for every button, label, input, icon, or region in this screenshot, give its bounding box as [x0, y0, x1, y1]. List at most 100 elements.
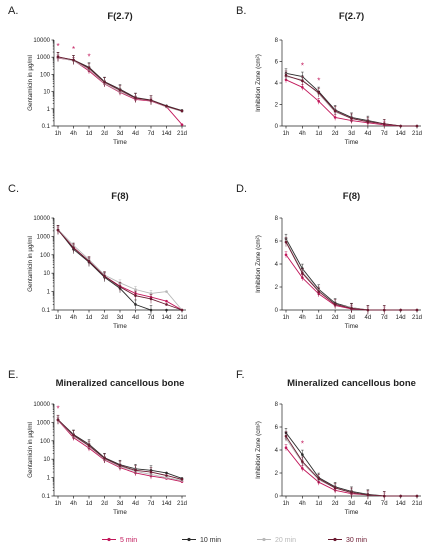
legend-marker-m20: [262, 537, 266, 542]
data-point: [72, 246, 75, 250]
series-10-min: [56, 224, 184, 315]
data-point: [333, 486, 337, 490]
data-point: [134, 96, 137, 100]
x-tick-label: 4d: [132, 315, 139, 321]
data-point: [333, 109, 337, 113]
significance-star: *: [72, 45, 75, 54]
series-line: [57, 229, 183, 311]
y-tick-label: 0: [275, 308, 279, 314]
data-point: [56, 228, 60, 232]
x-tick-label: 2d: [101, 315, 108, 321]
data-point: [415, 308, 419, 312]
series-30-min: [56, 52, 184, 113]
series-line: [285, 254, 417, 311]
series-5-min: [56, 226, 184, 312]
series-20-min: [56, 416, 184, 482]
x-axis-label: Time: [113, 139, 127, 146]
series-line: [57, 56, 183, 111]
data-point: [87, 259, 91, 263]
chart-title: F(2.7): [339, 11, 364, 22]
y-tick-label: 2: [275, 471, 279, 477]
x-tick-label: 3d: [348, 131, 355, 137]
y-tick-label: 1: [47, 107, 51, 113]
series-30-min: [284, 431, 419, 501]
x-tick-label: 7d: [381, 501, 388, 507]
data-point: [284, 434, 288, 438]
x-tick-label: 2d: [101, 501, 108, 507]
data-point: [56, 418, 60, 422]
series-line: [57, 229, 183, 311]
x-tick-label: 7d: [148, 501, 155, 507]
y-tick-label: 4: [275, 81, 279, 87]
series-30-min: [56, 225, 184, 312]
data-point: [350, 117, 353, 120]
x-tick-label: 1d: [315, 501, 322, 507]
chart-title: F(2.7): [107, 11, 132, 22]
data-point: [103, 457, 106, 460]
y-tick-label: 8: [275, 38, 279, 44]
significance-star: *: [301, 62, 304, 71]
chart-panel-3: C. F(8) 0.1 1 10 100 1000 10000 1h 4h 1d 2d 3d 4d 7d 14…: [8, 183, 187, 330]
legend-label-m20: 20 min: [275, 537, 296, 544]
x-tick-label: 4d: [365, 501, 372, 507]
data-point: [301, 276, 304, 280]
y-tick-label: 2: [275, 285, 279, 291]
series-line: [57, 56, 183, 112]
x-tick-label: 1d: [315, 131, 322, 137]
data-point: [350, 491, 353, 494]
x-tick-label: 1h: [55, 315, 62, 321]
x-tick-label: 2d: [101, 131, 108, 137]
data-point: [301, 467, 304, 470]
data-point: [149, 308, 153, 312]
data-point: [333, 302, 337, 306]
y-tick-label: 100: [40, 439, 51, 445]
y-tick-label: 10000: [33, 216, 50, 222]
x-tick-label: 21d: [177, 501, 187, 507]
x-axis-label: Time: [345, 139, 359, 146]
legend-label-m5: 5 min: [120, 537, 137, 544]
panel-letter: B.: [236, 5, 246, 17]
x-tick-label: 2d: [332, 131, 339, 137]
x-tick-label: 4h: [70, 131, 77, 137]
data-point: [284, 240, 288, 244]
panel-letter: D.: [236, 183, 247, 195]
x-tick-label: 7d: [381, 315, 388, 321]
data-point: [165, 290, 168, 293]
data-point: [180, 109, 184, 113]
x-tick-label: 4h: [299, 315, 306, 321]
y-tick-label: 2: [275, 103, 279, 109]
data-point: [56, 55, 60, 59]
y-axis-label: Inhibition Zone (cm²): [255, 235, 262, 293]
x-tick-label: 3d: [117, 501, 124, 507]
data-point: [382, 308, 386, 312]
data-point: [301, 460, 304, 463]
data-point: [317, 290, 321, 293]
data-point: [118, 285, 122, 289]
data-point: [165, 474, 168, 477]
legend-label-m30: 30 min: [346, 537, 367, 544]
x-tick-label: 21d: [177, 131, 187, 137]
data-point: [72, 58, 75, 62]
y-tick-label: 10: [43, 90, 50, 96]
x-tick-label: 1d: [86, 131, 93, 137]
data-point: [180, 123, 184, 126]
x-tick-label: 14d: [161, 501, 171, 507]
x-tick-label: 1d: [86, 315, 93, 321]
data-point: [366, 308, 370, 312]
data-point: [284, 253, 288, 257]
data-point: [87, 444, 91, 447]
y-tick-label: 10000: [33, 402, 50, 408]
panel-letter: C.: [8, 183, 19, 195]
legend: 5 min 10 min 20 min 30 min: [102, 537, 367, 544]
series-20-min: [56, 54, 184, 113]
series-20-min: [56, 226, 184, 312]
data-point: [165, 308, 168, 312]
x-tick-label: 1d: [315, 315, 322, 321]
data-point: [134, 303, 137, 306]
x-tick-label: 4h: [299, 131, 306, 137]
data-point: [317, 91, 321, 94]
y-tick-label: 6: [275, 425, 279, 431]
x-tick-label: 14d: [161, 131, 171, 137]
x-axis-label: Time: [345, 509, 359, 516]
